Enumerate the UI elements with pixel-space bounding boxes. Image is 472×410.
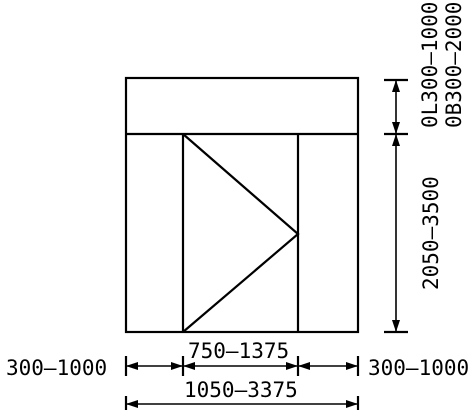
overall-width-dimension [124, 396, 360, 410]
door-height-label: 2050–3500 [419, 176, 443, 290]
door-height-dimension [384, 134, 408, 334]
transom-height-dimension [384, 78, 408, 136]
opening-direction-symbol [182, 133, 300, 333]
transom-height-label-right: 0B300–2000 [442, 2, 466, 128]
transom-height-label-left: 0L300–1000 [418, 2, 442, 128]
side-panel-right-label: 300–1000 [368, 356, 469, 380]
segment-width-dimension [124, 356, 360, 376]
door-leaf-width-label: 750–1375 [188, 339, 289, 363]
side-panel-left-label: 300–1000 [6, 356, 107, 380]
outer-frame [124, 76, 360, 334]
overall-width-label: 1050–3375 [184, 378, 298, 402]
